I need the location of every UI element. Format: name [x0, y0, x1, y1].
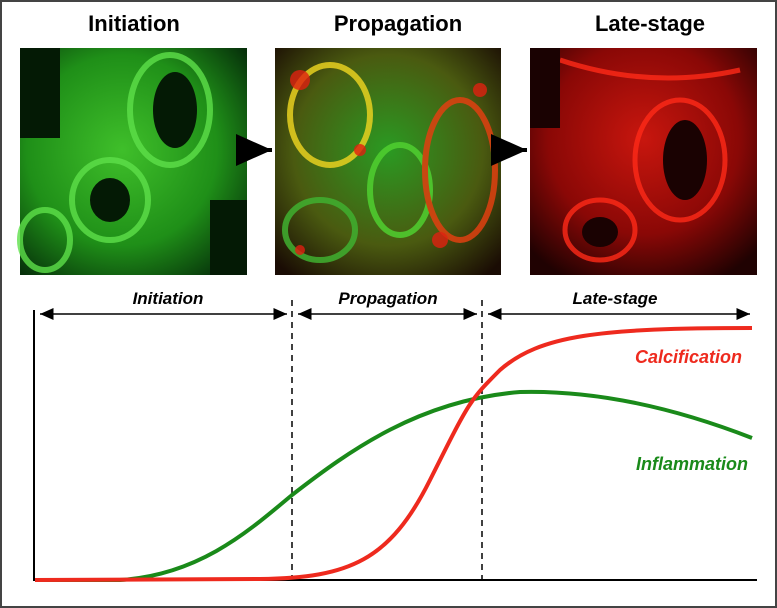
micrograph-propagation: [275, 48, 501, 275]
panel-title: Propagation: [334, 11, 462, 36]
panel-title: Initiation: [88, 11, 180, 36]
phase-dividers: [291, 300, 483, 580]
curve-label: Inflammation: [636, 454, 748, 474]
micrograph-late-stage: [530, 48, 757, 275]
panel-title: Late-stage: [595, 11, 705, 36]
calcification-curve: [34, 326, 753, 582]
phase-label: Late-stage: [572, 289, 657, 308]
inflammation-curve: [35, 389, 753, 582]
phase-label: Propagation: [338, 289, 437, 308]
phase-label: Initiation: [133, 289, 204, 308]
curve-label: Calcification: [635, 347, 742, 367]
micrograph-initiation: [17, 48, 247, 275]
